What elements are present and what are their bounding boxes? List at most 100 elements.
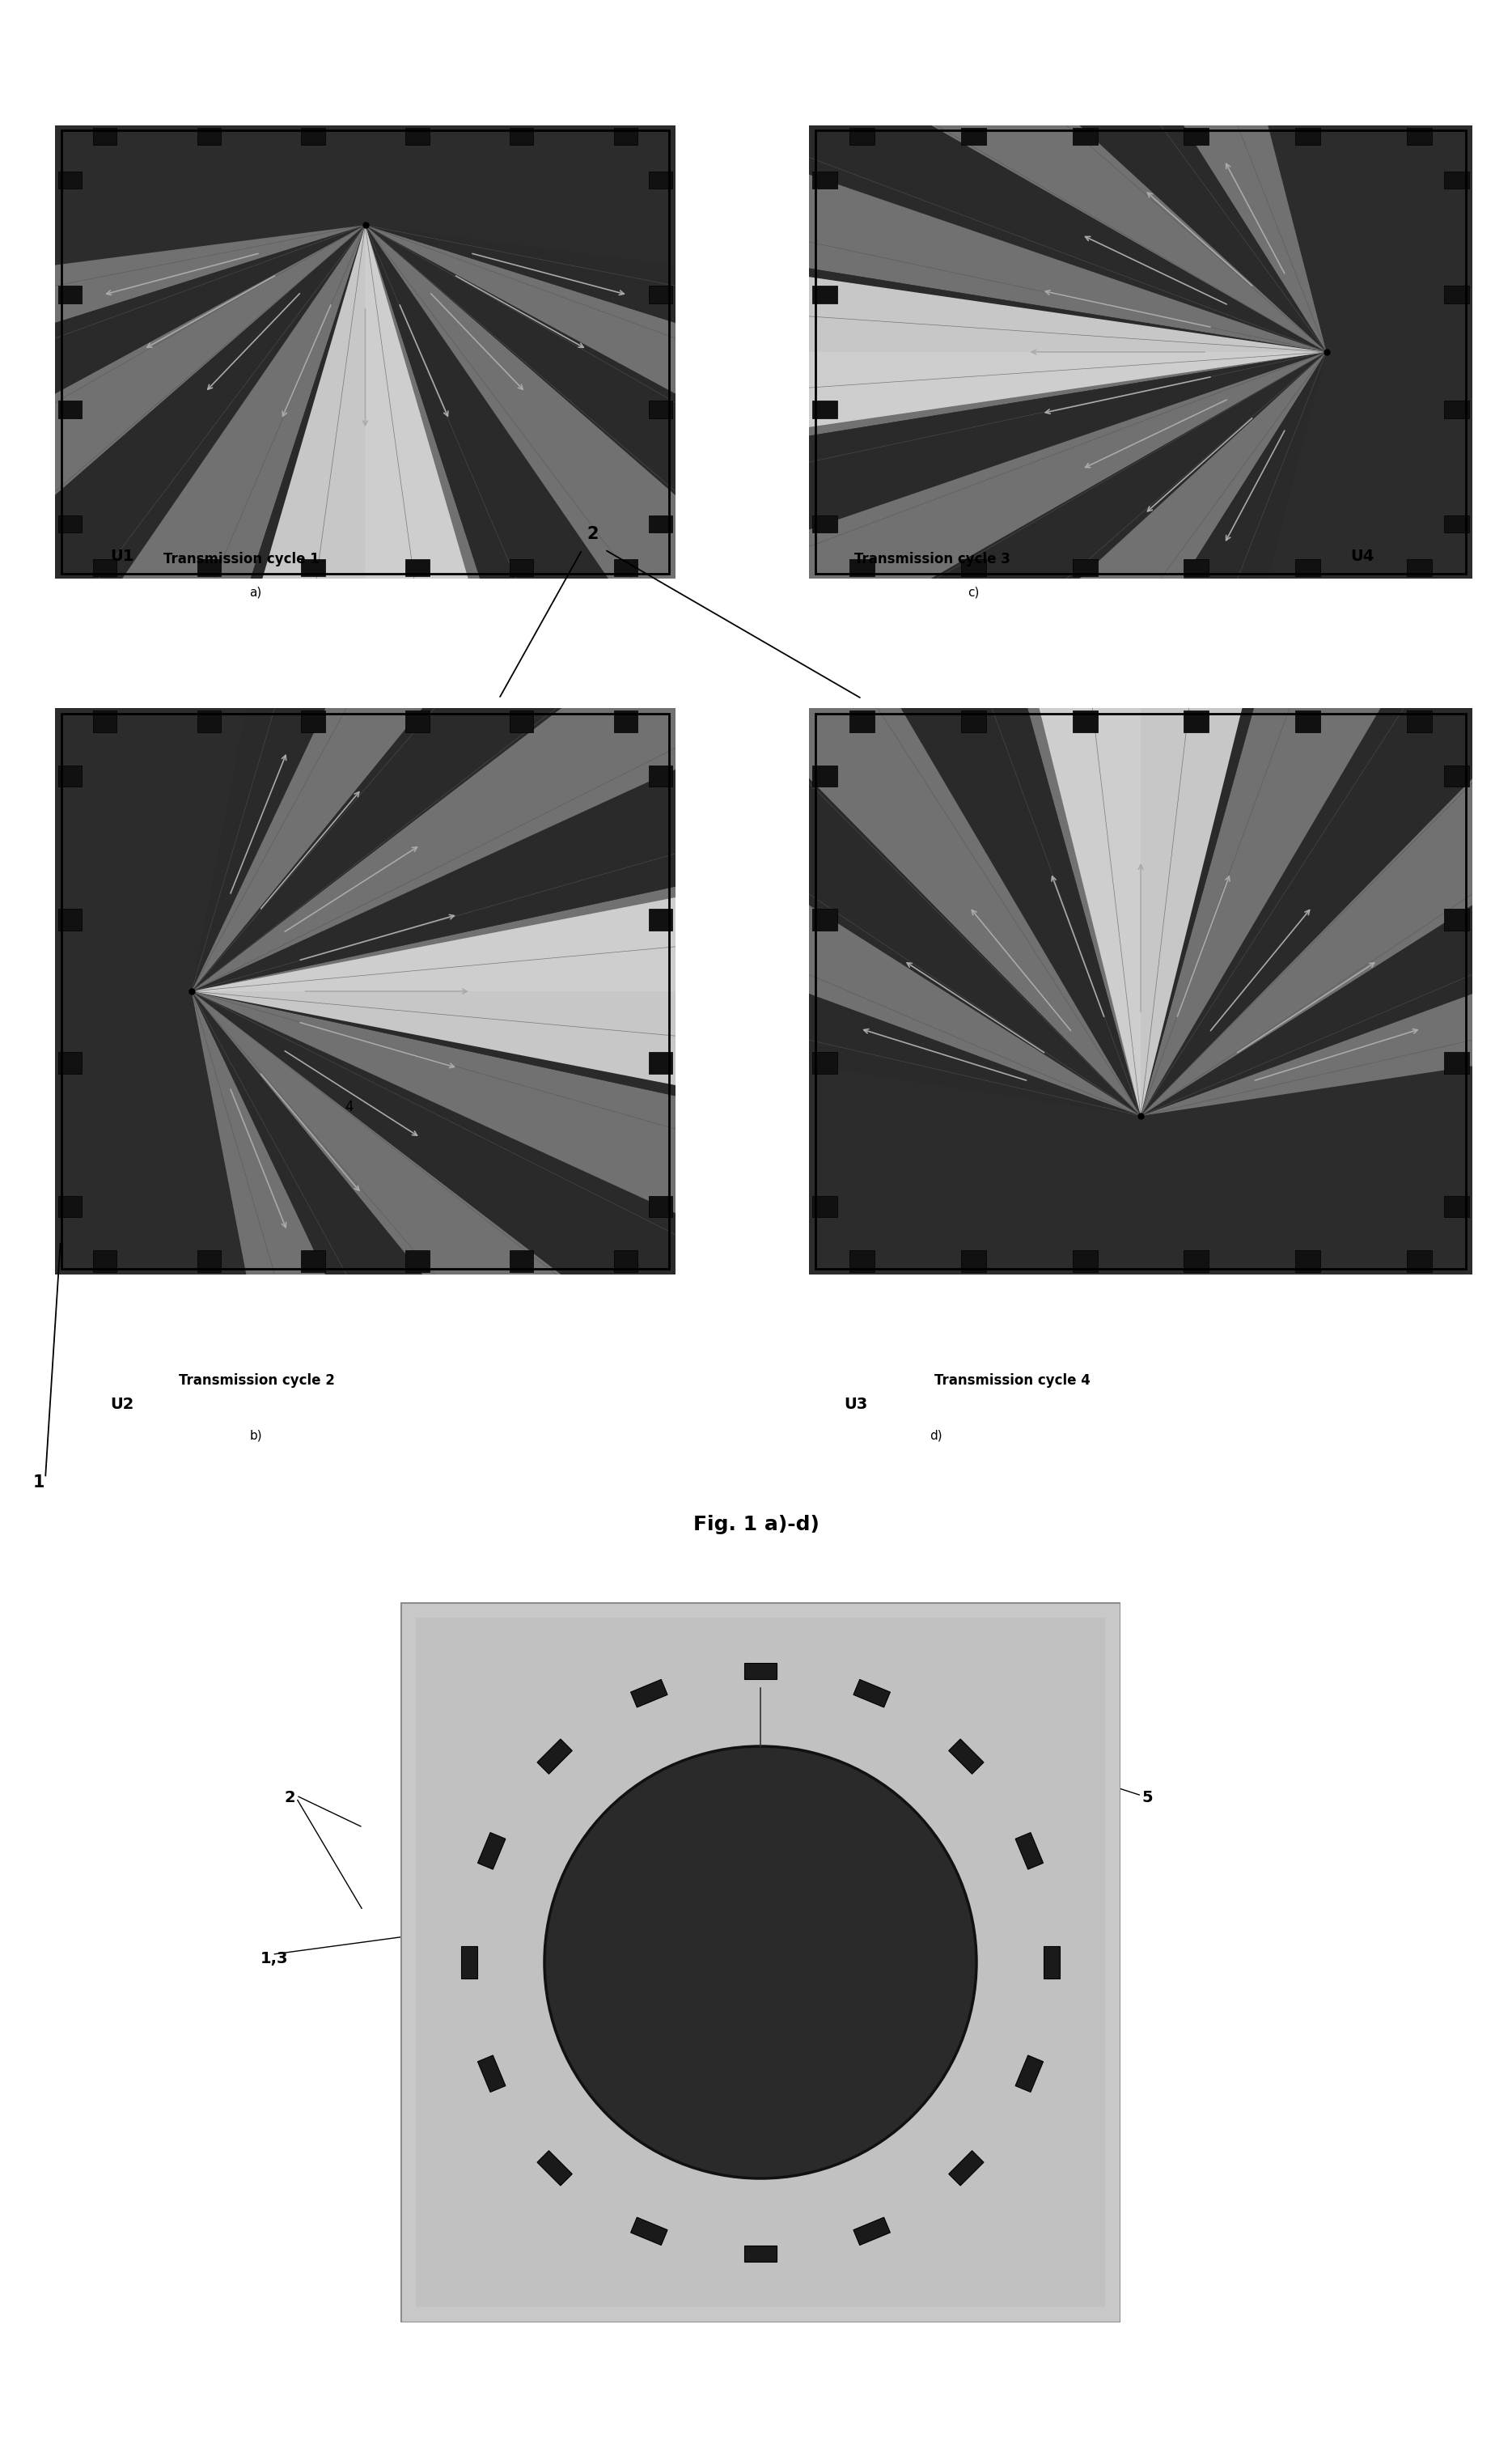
Polygon shape bbox=[853, 2218, 891, 2245]
Text: d): d) bbox=[930, 1429, 942, 1441]
Bar bbox=[510, 127, 534, 144]
Bar bbox=[962, 1251, 986, 1273]
Bar bbox=[812, 765, 838, 787]
Polygon shape bbox=[694, 288, 1140, 1116]
Polygon shape bbox=[0, 225, 366, 630]
Polygon shape bbox=[192, 445, 1024, 992]
Polygon shape bbox=[478, 1832, 505, 1869]
Bar bbox=[57, 765, 82, 787]
Bar bbox=[92, 1251, 116, 1273]
Polygon shape bbox=[151, 225, 366, 904]
Bar bbox=[57, 909, 82, 931]
Text: 5: 5 bbox=[1142, 1791, 1152, 1805]
Text: Transmission cycle 3: Transmission cycle 3 bbox=[854, 552, 1010, 567]
Polygon shape bbox=[732, 0, 1326, 352]
Bar bbox=[649, 515, 673, 533]
Bar bbox=[1296, 711, 1320, 733]
Polygon shape bbox=[227, 608, 1140, 1116]
Bar bbox=[850, 711, 874, 733]
Polygon shape bbox=[853, 1678, 891, 1708]
Bar bbox=[649, 1053, 673, 1075]
Circle shape bbox=[544, 1747, 977, 2179]
Text: 2: 2 bbox=[587, 525, 599, 542]
Polygon shape bbox=[933, 352, 1326, 1021]
Bar bbox=[1444, 286, 1470, 303]
Polygon shape bbox=[358, 352, 1326, 657]
Bar bbox=[850, 559, 874, 577]
Polygon shape bbox=[366, 225, 581, 904]
Polygon shape bbox=[331, 210, 1326, 493]
Polygon shape bbox=[192, 992, 747, 1771]
Bar bbox=[812, 171, 838, 188]
Bar bbox=[812, 1195, 838, 1217]
Bar bbox=[197, 127, 221, 144]
Bar bbox=[649, 401, 673, 418]
Polygon shape bbox=[1016, 2055, 1043, 2091]
Polygon shape bbox=[331, 352, 1326, 508]
Polygon shape bbox=[437, 352, 1326, 789]
Bar bbox=[1296, 127, 1320, 144]
Bar bbox=[1072, 559, 1098, 577]
Bar bbox=[197, 559, 221, 577]
Bar bbox=[510, 711, 534, 733]
Bar bbox=[1072, 127, 1098, 144]
Bar bbox=[405, 127, 429, 144]
Text: c): c) bbox=[968, 586, 980, 599]
Bar bbox=[614, 127, 638, 144]
Text: 4: 4 bbox=[824, 1896, 835, 1910]
Bar bbox=[1406, 127, 1432, 144]
Polygon shape bbox=[1043, 1945, 1060, 1979]
Polygon shape bbox=[358, 46, 1326, 352]
Bar bbox=[301, 127, 325, 144]
Polygon shape bbox=[537, 1739, 572, 1774]
Polygon shape bbox=[192, 814, 1122, 1168]
Bar bbox=[1296, 559, 1320, 577]
Text: U1: U1 bbox=[110, 550, 135, 564]
Bar bbox=[850, 127, 874, 144]
Text: a): a) bbox=[249, 586, 262, 599]
Text: 2: 2 bbox=[284, 1791, 295, 1805]
Bar bbox=[301, 559, 325, 577]
Polygon shape bbox=[744, 1664, 777, 1678]
Polygon shape bbox=[1140, 608, 1512, 1116]
Bar bbox=[812, 1053, 838, 1075]
Polygon shape bbox=[912, 266, 1140, 1116]
Polygon shape bbox=[192, 992, 559, 1827]
Bar bbox=[510, 559, 534, 577]
Polygon shape bbox=[934, 266, 1347, 1116]
Polygon shape bbox=[948, 2150, 984, 2186]
Polygon shape bbox=[437, 0, 1326, 352]
Text: U4: U4 bbox=[1350, 550, 1374, 564]
Polygon shape bbox=[564, 352, 1326, 897]
Polygon shape bbox=[366, 225, 1111, 745]
Polygon shape bbox=[537, 2150, 572, 2186]
Bar bbox=[649, 909, 673, 931]
Bar bbox=[510, 1251, 534, 1273]
Polygon shape bbox=[564, 0, 1326, 352]
Text: 1,3: 1,3 bbox=[260, 1952, 287, 1967]
Bar bbox=[301, 1251, 325, 1273]
Polygon shape bbox=[192, 992, 1122, 1187]
Bar bbox=[1406, 559, 1432, 577]
Polygon shape bbox=[366, 225, 1220, 630]
Bar bbox=[1444, 909, 1470, 931]
Bar bbox=[649, 286, 673, 303]
Bar bbox=[57, 401, 82, 418]
Text: 4: 4 bbox=[345, 1099, 354, 1114]
Bar bbox=[1444, 765, 1470, 787]
Bar bbox=[405, 1251, 429, 1273]
Bar bbox=[57, 171, 82, 188]
Text: Transmission cycle 4: Transmission cycle 4 bbox=[934, 1373, 1090, 1388]
Polygon shape bbox=[192, 992, 1098, 1373]
Bar bbox=[57, 286, 82, 303]
Bar bbox=[1184, 1251, 1210, 1273]
Polygon shape bbox=[366, 225, 1282, 493]
Text: U2: U2 bbox=[110, 1397, 135, 1412]
Polygon shape bbox=[160, 779, 1140, 1116]
Bar bbox=[197, 1251, 221, 1273]
Bar bbox=[962, 711, 986, 733]
Bar bbox=[1444, 1195, 1470, 1217]
Polygon shape bbox=[631, 1678, 667, 1708]
Bar bbox=[1184, 711, 1210, 733]
Polygon shape bbox=[500, 357, 1140, 1116]
